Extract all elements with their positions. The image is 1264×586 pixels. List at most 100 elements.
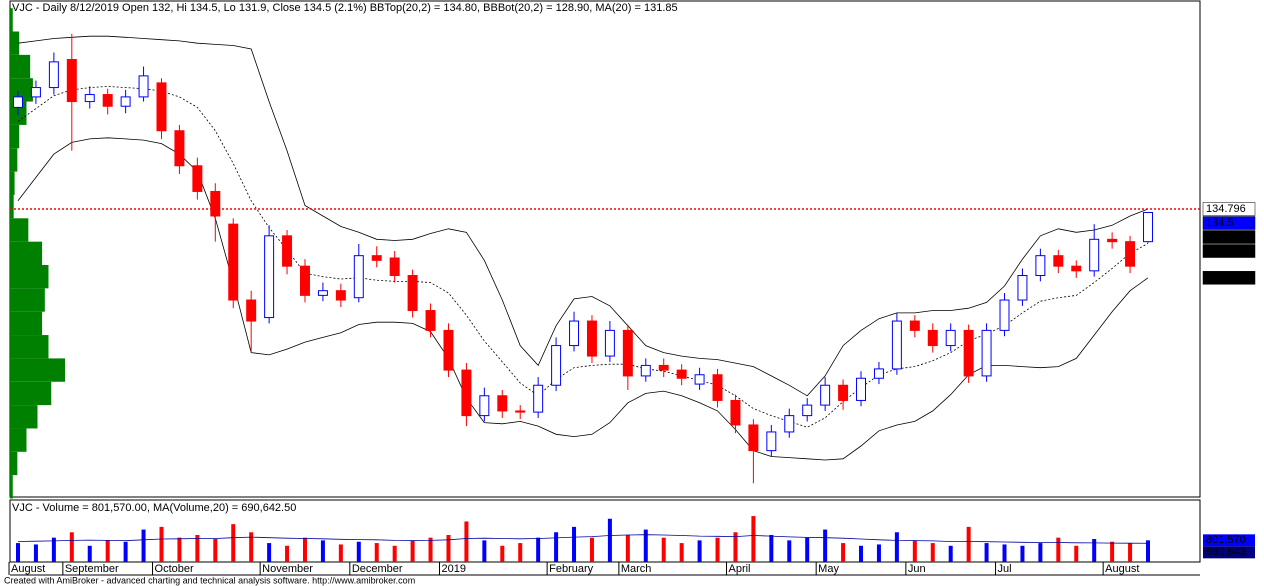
volume-bar bbox=[984, 543, 989, 562]
bollinger-bottom bbox=[17, 137, 1149, 461]
volume-bar bbox=[464, 521, 469, 562]
candle-body bbox=[174, 130, 185, 167]
x-tick-label: March bbox=[621, 563, 652, 575]
candle-body bbox=[156, 82, 167, 132]
volume-profile-bar bbox=[10, 288, 45, 312]
candle-body bbox=[1107, 238, 1118, 243]
volume-profile-bar bbox=[10, 381, 52, 406]
volume-ma bbox=[17, 534, 1149, 544]
volume-bar bbox=[1002, 544, 1007, 562]
volume-bar bbox=[930, 543, 935, 562]
volume-profile-bar bbox=[10, 31, 20, 55]
volume-bar bbox=[123, 541, 128, 562]
candle-body bbox=[1071, 265, 1082, 272]
volume-bar bbox=[1146, 540, 1150, 562]
footer: Created with AmiBroker - advanced charti… bbox=[4, 575, 415, 585]
volume-bar bbox=[1056, 537, 1061, 562]
x-tick-label: Jun bbox=[908, 563, 926, 575]
volume-bar bbox=[823, 529, 828, 562]
volume-bar bbox=[500, 545, 505, 562]
candle-body bbox=[802, 404, 813, 417]
candle-body bbox=[766, 431, 777, 452]
volume-label-box bbox=[1203, 534, 1255, 547]
price-label: 134.5 bbox=[1206, 231, 1234, 243]
candle-body bbox=[533, 384, 544, 413]
candle-body bbox=[66, 59, 77, 103]
volume-bar bbox=[141, 529, 146, 562]
candle-body bbox=[102, 94, 113, 107]
candle-body bbox=[515, 410, 526, 413]
candle-body bbox=[1089, 238, 1100, 272]
x-tick-label: September bbox=[65, 563, 119, 575]
candle-body bbox=[963, 329, 974, 377]
volume-bar bbox=[787, 540, 792, 562]
x-tick-label: December bbox=[352, 563, 403, 575]
candle-body bbox=[192, 165, 203, 192]
volume-profile-bar bbox=[10, 54, 31, 79]
volume-bar bbox=[33, 544, 38, 562]
volume-bar bbox=[805, 537, 810, 562]
price-label-box bbox=[1202, 244, 1256, 258]
volume-profile-bar bbox=[10, 8, 13, 32]
volume-bar bbox=[446, 534, 451, 562]
volume-bar bbox=[607, 518, 612, 562]
x-tick-label: October bbox=[155, 563, 194, 575]
volume-bar bbox=[859, 545, 864, 562]
price-label: 134.5 bbox=[1206, 217, 1234, 229]
price-label-box bbox=[1202, 202, 1256, 216]
x-tick-label: April bbox=[728, 563, 750, 575]
volume-profile-bar bbox=[10, 358, 65, 382]
candle-body bbox=[945, 329, 956, 347]
volume-bar bbox=[912, 540, 917, 562]
x-tick-label: August bbox=[11, 563, 45, 575]
volume-bar bbox=[87, 545, 92, 562]
volume-bar bbox=[1038, 543, 1043, 562]
volume-profile-bar bbox=[10, 78, 33, 102]
candle-body bbox=[1035, 255, 1046, 277]
candle-body bbox=[999, 299, 1010, 331]
candle-body bbox=[389, 257, 400, 277]
volume-bar bbox=[625, 534, 630, 562]
volume-bar bbox=[1110, 541, 1115, 562]
x-tick-label: 2019 bbox=[442, 563, 466, 575]
candle-body bbox=[443, 329, 454, 371]
volume-bar bbox=[1020, 545, 1025, 562]
volume-bar bbox=[733, 532, 738, 562]
candle-body bbox=[891, 320, 902, 370]
candle-body bbox=[640, 364, 651, 377]
volume-bar bbox=[643, 529, 648, 562]
volume-bar bbox=[356, 541, 361, 562]
candle-body bbox=[838, 384, 849, 401]
candle-body bbox=[317, 290, 328, 296]
candle-body bbox=[981, 329, 992, 377]
candle-body bbox=[407, 275, 418, 312]
volume-label-box bbox=[1203, 546, 1255, 559]
volume-bar bbox=[1092, 539, 1097, 562]
candle-body bbox=[264, 235, 275, 319]
candle-body bbox=[138, 75, 149, 98]
candle-body bbox=[712, 374, 723, 401]
candle-body bbox=[676, 369, 687, 379]
candle-body bbox=[820, 384, 831, 406]
price-label-box bbox=[1202, 271, 1256, 285]
volume-bar bbox=[948, 545, 953, 562]
candle-body bbox=[300, 265, 310, 296]
candle-body bbox=[784, 415, 795, 433]
candle-body bbox=[497, 395, 508, 412]
candle-body bbox=[48, 61, 59, 89]
price-label: 134.796 bbox=[1206, 203, 1246, 215]
candle-body bbox=[694, 374, 705, 385]
candle-body bbox=[1143, 211, 1153, 243]
candle-body bbox=[353, 255, 364, 299]
candle-body bbox=[748, 424, 759, 452]
volume-profile-bar bbox=[10, 148, 18, 172]
candle-body bbox=[730, 399, 741, 426]
volume-bar bbox=[572, 526, 577, 562]
x-tick-label: Jul bbox=[998, 563, 1012, 575]
volume-bar bbox=[302, 537, 307, 562]
candle-body bbox=[425, 310, 436, 331]
volume-bar bbox=[536, 537, 541, 562]
volume-bar bbox=[482, 540, 487, 562]
volume-bar bbox=[841, 543, 846, 562]
volume-profile-bar bbox=[10, 124, 20, 149]
